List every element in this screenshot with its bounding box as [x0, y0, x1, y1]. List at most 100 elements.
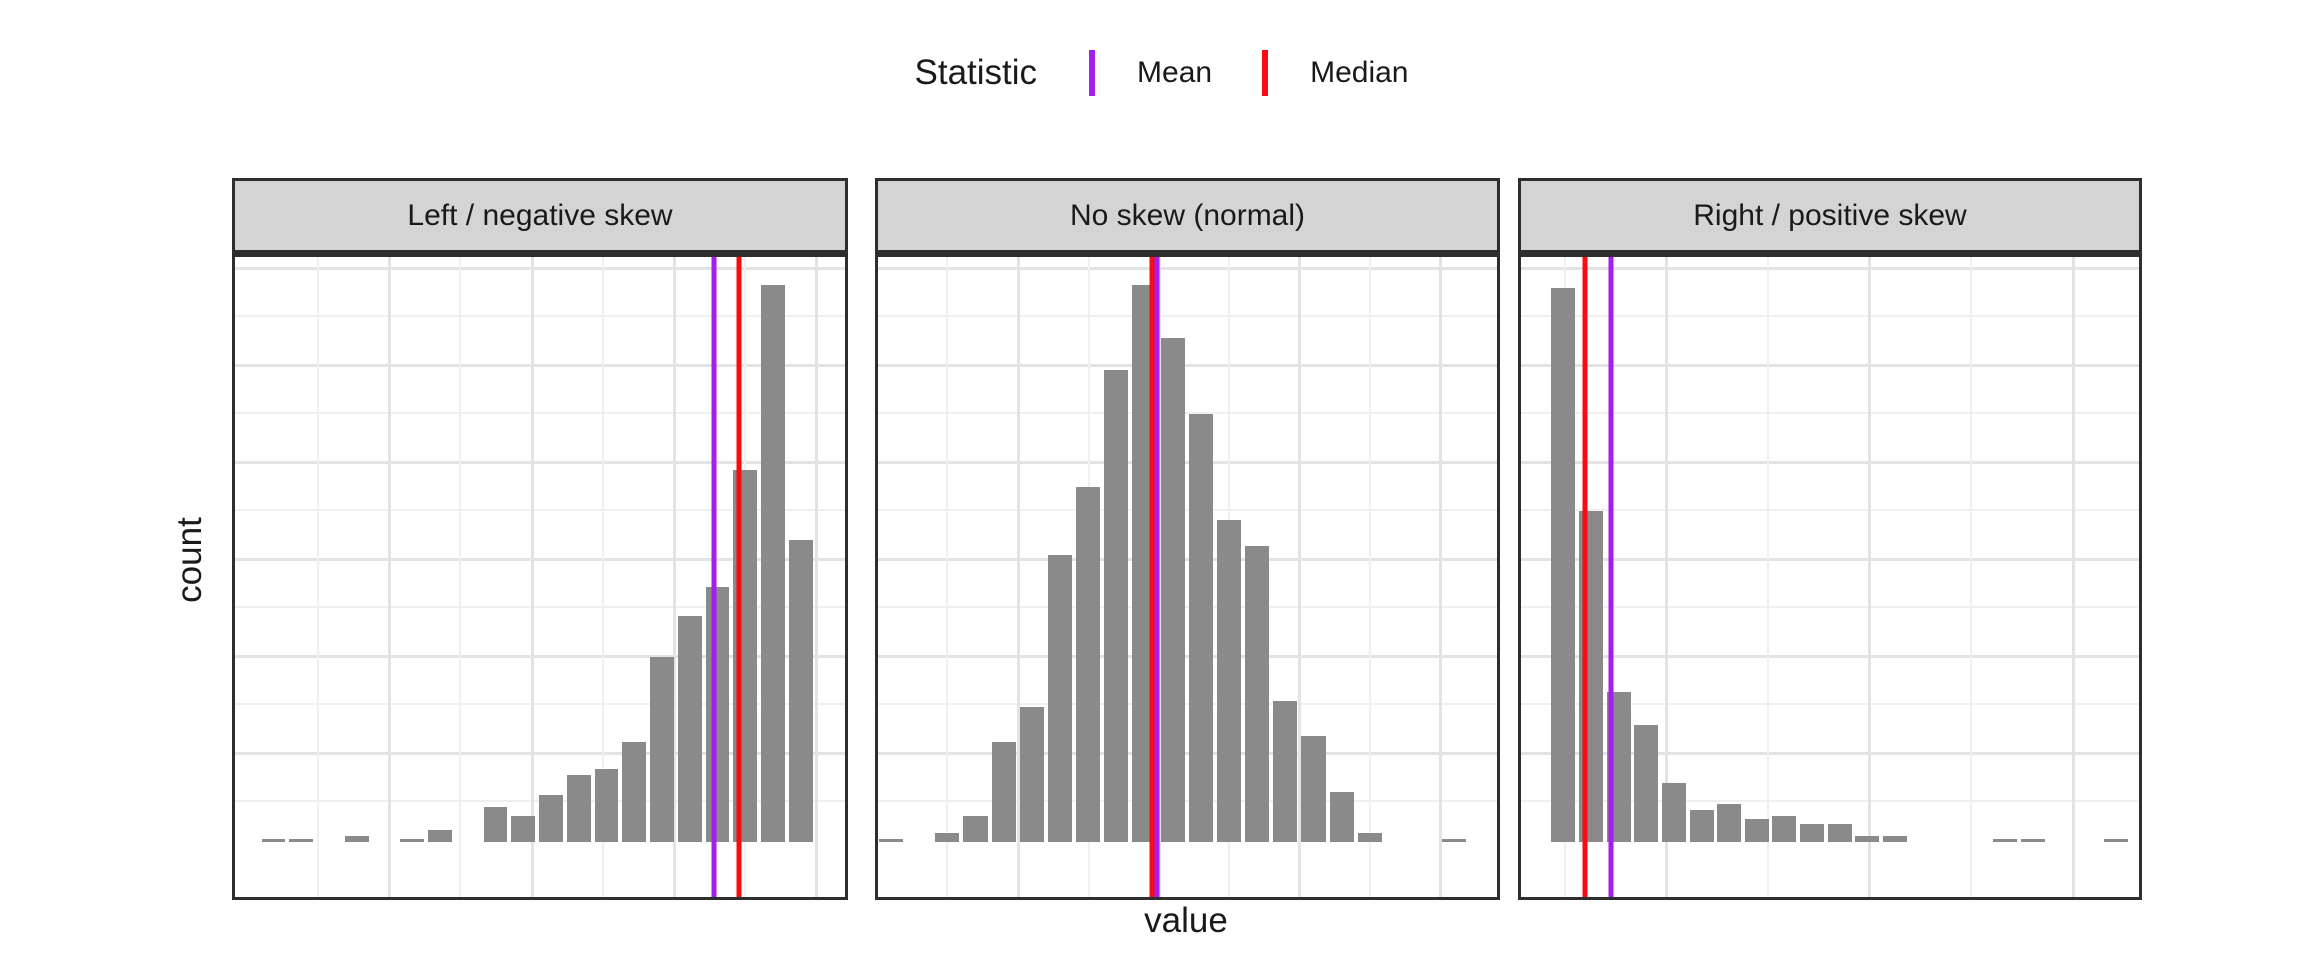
histogram-bar — [878, 839, 904, 843]
gridline — [878, 460, 1497, 464]
median-line-key-icon — [1262, 50, 1269, 96]
histogram-bar — [991, 742, 1016, 843]
gridline — [878, 363, 1497, 367]
facet-strip: Right / positive skew — [1518, 178, 2142, 253]
histogram-bar — [566, 774, 591, 843]
facet-strip: No skew (normal) — [875, 178, 1500, 253]
histogram-bar — [761, 284, 785, 843]
histogram-bar — [1993, 839, 2018, 843]
histogram-bar — [1855, 836, 1880, 843]
gridline — [1297, 257, 1301, 897]
legend-title: Statistic — [914, 53, 1038, 92]
plot-area — [1518, 253, 2142, 900]
gridline — [235, 751, 845, 755]
facet-title: Right / positive skew — [1693, 198, 1967, 232]
gridline — [878, 606, 1497, 609]
gridline — [1521, 267, 2139, 271]
gridline — [1521, 509, 2139, 512]
histogram-bar — [1019, 707, 1044, 843]
histogram-bar — [511, 815, 536, 843]
facet-strip: Left / negative skew — [232, 178, 848, 253]
histogram-bar — [428, 830, 452, 843]
histogram-bar — [1273, 701, 1298, 843]
histogram-bar — [1301, 736, 1326, 843]
gridline — [878, 557, 1497, 561]
gridline — [878, 315, 1497, 318]
mean-line — [1608, 257, 1614, 897]
median-line — [1149, 257, 1155, 897]
mean-line — [711, 257, 717, 897]
gridline — [235, 509, 845, 512]
histogram-bar — [1104, 369, 1129, 843]
gridline — [815, 257, 819, 897]
gridline — [235, 654, 845, 658]
gridline — [1521, 606, 2139, 609]
histogram-bar — [650, 657, 674, 843]
gridline — [1521, 751, 2139, 755]
histogram-bar — [1744, 818, 1769, 843]
gridline — [388, 257, 392, 897]
y-axis-label: count — [170, 517, 209, 603]
histogram-bar — [1188, 413, 1213, 843]
gridline — [946, 257, 949, 897]
gridline — [1664, 257, 1668, 897]
gridline — [1369, 257, 1372, 897]
gridline — [878, 703, 1497, 706]
gridline — [459, 257, 462, 897]
histogram-bar — [1772, 815, 1797, 843]
gridline — [1521, 654, 2139, 658]
histogram-bar — [935, 833, 960, 843]
gridline — [878, 751, 1497, 755]
gridline — [878, 267, 1497, 271]
mean-line-key-icon — [1089, 50, 1096, 96]
gridline — [235, 557, 845, 561]
facet-title: No skew (normal) — [1069, 198, 1306, 232]
x-axis-label: value — [1144, 901, 1228, 940]
histogram-bar — [1827, 824, 1852, 843]
histogram-bar — [2021, 839, 2046, 843]
gridline — [1868, 257, 1872, 897]
gridline — [878, 412, 1497, 415]
legend-entry-median: Median — [1262, 50, 1409, 96]
plot-area — [875, 253, 1500, 900]
gridline — [1766, 257, 1769, 897]
histogram-bar — [1442, 839, 1467, 843]
legend: Statistic Mean Median — [232, 38, 2141, 108]
histogram-bar — [1329, 792, 1354, 843]
histogram-bar — [594, 768, 619, 843]
facet-panel-no-skew: No skew (normal) — [875, 178, 1500, 900]
histogram-bar — [963, 815, 988, 843]
legend-label-mean: Mean — [1137, 56, 1213, 89]
histogram-bar — [622, 742, 647, 843]
gridline — [1158, 257, 1162, 897]
gridline — [1521, 703, 2139, 706]
gridline — [1521, 557, 2139, 561]
histogram-bar — [1357, 833, 1382, 843]
gridline — [1521, 800, 2139, 803]
histogram-bar — [539, 795, 563, 843]
legend-entry-mean: Mean — [1089, 50, 1212, 96]
gridline — [317, 257, 320, 897]
gridline — [878, 654, 1497, 658]
histogram-bar — [1216, 519, 1242, 843]
histogram-bar — [1245, 545, 1270, 843]
gridline — [878, 800, 1497, 803]
gridline — [601, 257, 604, 897]
histogram-bar — [2103, 839, 2128, 843]
plot-area — [232, 253, 848, 900]
histogram-bar — [1661, 783, 1686, 843]
histogram-bar — [483, 806, 508, 843]
histogram-bar — [1634, 724, 1659, 843]
gridline — [1970, 257, 1973, 897]
gridline — [235, 460, 845, 464]
gridline — [235, 412, 845, 415]
histogram-bar — [1047, 554, 1073, 843]
histogram-bar — [705, 586, 730, 843]
median-line — [736, 257, 742, 897]
histogram-bar — [289, 839, 314, 843]
gridline — [878, 509, 1497, 512]
histogram-bar — [1882, 836, 1907, 843]
gridline — [1439, 257, 1443, 897]
gridline — [1521, 315, 2139, 318]
